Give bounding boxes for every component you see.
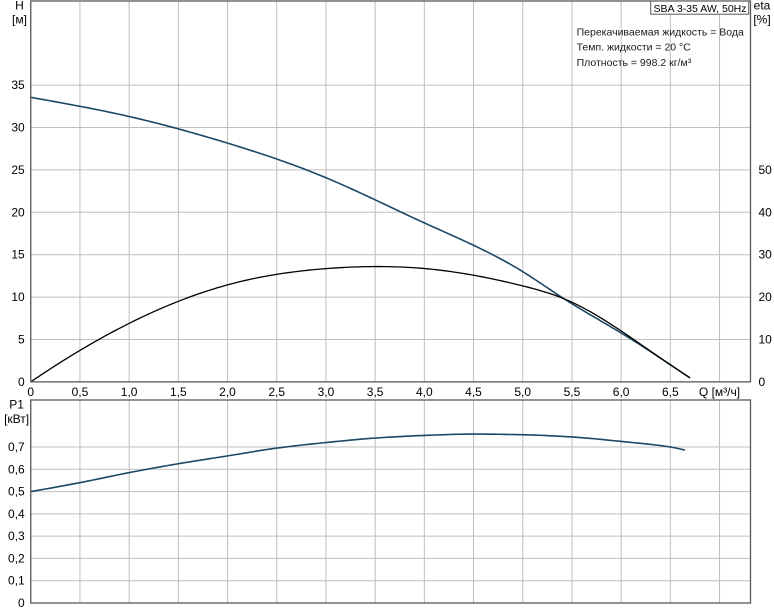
svg-text:Темп. жидкости = 20 °C: Темп. жидкости = 20 °C — [577, 42, 692, 54]
svg-text:0,4: 0,4 — [8, 507, 25, 521]
svg-text:2,0: 2,0 — [219, 385, 236, 399]
svg-text:4,5: 4,5 — [465, 385, 482, 399]
svg-text:1,5: 1,5 — [170, 385, 187, 399]
svg-text:H: H — [15, 0, 24, 13]
svg-text:0: 0 — [18, 596, 25, 610]
svg-text:0,5: 0,5 — [8, 485, 25, 499]
svg-text:0,7: 0,7 — [8, 440, 25, 454]
svg-text:[%]: [%] — [753, 13, 770, 27]
svg-text:0,3: 0,3 — [8, 529, 25, 543]
svg-text:1,0: 1,0 — [121, 385, 138, 399]
svg-text:40: 40 — [759, 205, 773, 219]
svg-text:30: 30 — [11, 121, 25, 135]
svg-text:25: 25 — [11, 163, 25, 177]
svg-text:0: 0 — [18, 375, 25, 389]
svg-text:50: 50 — [759, 163, 773, 177]
svg-text:0,1: 0,1 — [8, 574, 25, 588]
svg-text:Плотность = 998.2 кг/м³: Плотность = 998.2 кг/м³ — [577, 57, 692, 69]
svg-text:5,0: 5,0 — [514, 385, 531, 399]
svg-text:15: 15 — [11, 248, 25, 262]
svg-text:P1: P1 — [9, 398, 24, 412]
svg-text:2,5: 2,5 — [268, 385, 285, 399]
svg-text:3,5: 3,5 — [367, 385, 384, 399]
svg-text:0,2: 0,2 — [8, 551, 25, 565]
svg-text:6,5: 6,5 — [662, 385, 679, 399]
svg-text:3,0: 3,0 — [318, 385, 335, 399]
svg-text:0: 0 — [759, 375, 766, 389]
svg-text:20: 20 — [759, 290, 773, 304]
svg-text:0,6: 0,6 — [8, 462, 25, 476]
svg-text:30: 30 — [759, 248, 773, 262]
svg-text:35: 35 — [11, 78, 25, 92]
svg-text:5: 5 — [18, 332, 25, 346]
svg-text:eta: eta — [754, 0, 771, 13]
svg-text:[кВт]: [кВт] — [4, 412, 29, 426]
svg-text:5,5: 5,5 — [564, 385, 581, 399]
svg-text:10: 10 — [11, 290, 25, 304]
svg-text:Перекачиваемая жидкость = Вода: Перекачиваемая жидкость = Вода — [577, 27, 744, 39]
svg-text:SBA 3-35 AW, 50Hz: SBA 3-35 AW, 50Hz — [654, 3, 747, 15]
svg-text:20: 20 — [11, 205, 25, 219]
svg-text:[м]: [м] — [12, 13, 27, 27]
svg-text:10: 10 — [759, 332, 773, 346]
svg-text:6,0: 6,0 — [613, 385, 630, 399]
svg-text:4,0: 4,0 — [416, 385, 433, 399]
svg-text:Q [м³/ч]: Q [м³/ч] — [699, 385, 740, 399]
svg-text:0,5: 0,5 — [72, 385, 89, 399]
svg-text:0: 0 — [27, 385, 34, 399]
